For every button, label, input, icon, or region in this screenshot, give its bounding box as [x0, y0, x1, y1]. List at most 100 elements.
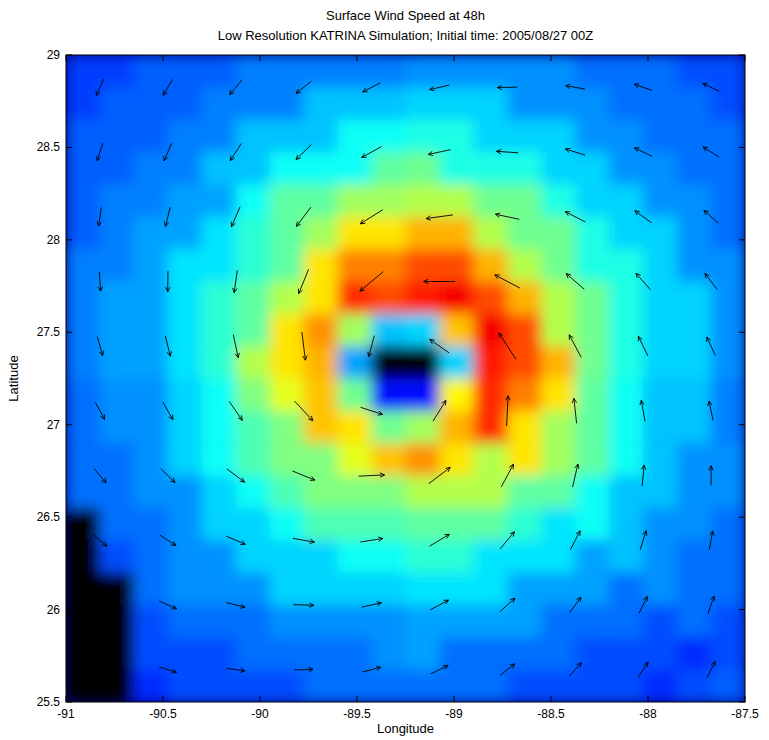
wind-cell: [711, 605, 745, 638]
wind-cell: [338, 314, 373, 347]
wind-cell: [236, 605, 271, 638]
wind-cell: [134, 217, 169, 250]
wind-cell: [711, 87, 745, 120]
wind-arrow: [703, 147, 719, 157]
wind-arrow: [497, 85, 517, 89]
wind-cell: [168, 55, 203, 88]
wind-cell: [575, 411, 610, 444]
wind-arrow: [638, 662, 648, 677]
wind-cell: [406, 637, 441, 670]
wind-cell: [609, 573, 644, 606]
wind-cell: [372, 152, 407, 185]
x-axis-title: Longitude: [377, 721, 434, 736]
wind-cell: [473, 152, 508, 185]
wind-cell: [507, 508, 542, 541]
wind-cell: [541, 314, 576, 347]
wind-cell: [541, 411, 576, 444]
wind-arrow: [97, 143, 103, 161]
chart: -91-90.5-90-89.5-89-88.5-88-87.525.52626…: [0, 0, 769, 740]
missing-cell: [66, 605, 101, 638]
wind-cell: [168, 120, 203, 153]
wind-cell: [270, 508, 305, 541]
wind-cell: [406, 476, 441, 509]
wind-cell: [609, 476, 644, 509]
wind-arrow: [640, 531, 647, 550]
wind-cell: [507, 87, 542, 120]
wind-cell: [338, 87, 373, 120]
wind-cell: [338, 508, 373, 541]
wind-cell: [372, 120, 407, 153]
wind-cell: [338, 152, 373, 185]
wind-cell: [406, 217, 441, 250]
wind-cell: [100, 443, 135, 476]
wind-cell: [473, 184, 508, 217]
wind-cell: [202, 411, 237, 444]
x-tick: [163, 696, 164, 702]
wind-cell: [575, 508, 610, 541]
missing-cell: [100, 637, 135, 670]
wind-arrow: [707, 662, 715, 678]
wind-cell: [236, 540, 271, 573]
wind-cell: [677, 573, 712, 606]
wind-cell: [100, 346, 135, 379]
x-axis: -91-90.5-90-89.5-89-88.5-88-87.5: [57, 55, 759, 721]
wind-arrow: [431, 665, 448, 674]
wind-cell: [643, 120, 678, 153]
wind-cell: [575, 379, 610, 412]
x-tick-label: -88.5: [537, 707, 565, 721]
wind-cell: [643, 637, 678, 670]
wind-cell: [100, 217, 135, 250]
wind-arrow: [500, 598, 515, 612]
y-tick-label: 28.5: [37, 140, 61, 154]
wind-arrow: [227, 668, 245, 672]
wind-cell: [100, 281, 135, 314]
y-tick: [66, 609, 72, 610]
wind-arrow: [703, 83, 720, 91]
wind-cell: [507, 314, 542, 347]
wind-cell: [473, 249, 508, 282]
wind-cell: [134, 184, 169, 217]
wind-cell: [202, 605, 237, 638]
wind-cell: [677, 281, 712, 314]
wind-cell: [270, 249, 305, 282]
wind-cell: [270, 411, 305, 444]
wind-cell: [100, 508, 135, 541]
wind-arrow: [429, 467, 451, 483]
wind-cell: [372, 476, 407, 509]
x-tick-top: [745, 55, 746, 61]
wind-cell: [711, 249, 745, 282]
wind-arrow: [94, 468, 106, 483]
wind-cell: [677, 346, 712, 379]
wind-cell: [270, 281, 305, 314]
wind-arrow: [94, 667, 107, 673]
wind-arrow: [165, 336, 171, 356]
wind-cell: [66, 443, 101, 476]
wind-cell: [372, 314, 407, 347]
wind-arrow: [495, 275, 520, 288]
wind-cell: [677, 152, 712, 185]
wind-arrow: [424, 279, 456, 283]
wind-cell: [541, 120, 576, 153]
wind-arrow: [569, 663, 581, 677]
wind-arrow: [362, 147, 382, 158]
wind-cell: [168, 314, 203, 347]
y-tick-right: [739, 332, 745, 333]
wind-cell: [304, 605, 339, 638]
wind-cell: [643, 670, 678, 702]
wind-cell: [643, 55, 678, 88]
wind-cell: [236, 508, 271, 541]
wind-arrow: [163, 402, 173, 420]
wind-cell: [507, 476, 542, 509]
y-tick-right: [739, 147, 745, 148]
wind-cell: [439, 411, 474, 444]
wind-arrow: [161, 469, 175, 483]
wind-cell: [711, 573, 745, 606]
x-tick: [66, 696, 67, 702]
wind-cell: [236, 314, 271, 347]
wind-cell: [406, 411, 441, 444]
wind-arrow: [426, 215, 453, 220]
wind-cell: [406, 314, 441, 347]
wind-arrow: [640, 400, 645, 421]
wind-cell: [304, 508, 339, 541]
wind-cell: [66, 411, 101, 444]
